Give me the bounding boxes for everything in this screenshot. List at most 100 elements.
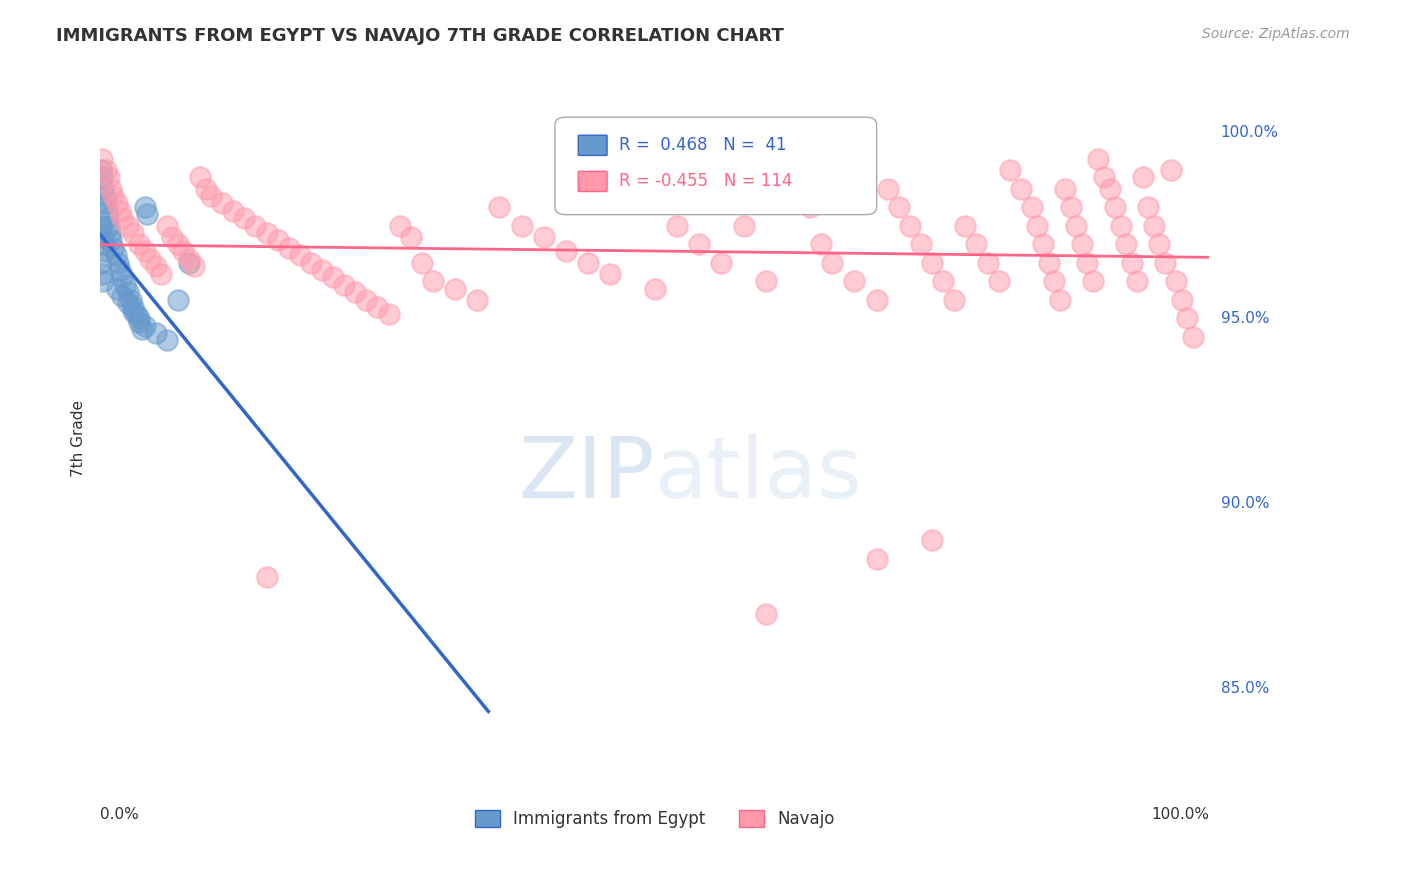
Point	[388, 219, 411, 233]
Point	[117, 285, 139, 300]
Point	[1098, 181, 1121, 195]
Point	[134, 318, 156, 333]
Point	[108, 203, 131, 218]
Point	[533, 229, 555, 244]
FancyBboxPatch shape	[578, 171, 607, 192]
Point	[322, 270, 344, 285]
Point	[422, 274, 444, 288]
Point	[1170, 293, 1192, 307]
Point	[965, 237, 987, 252]
Text: ZIP: ZIP	[519, 434, 655, 516]
Point	[810, 237, 832, 252]
Point	[134, 244, 156, 259]
Point	[444, 281, 467, 295]
Point	[688, 237, 710, 252]
Point	[100, 233, 122, 247]
Point	[865, 293, 887, 307]
Point	[105, 281, 128, 295]
Point	[1026, 219, 1049, 233]
Point	[211, 196, 233, 211]
FancyBboxPatch shape	[555, 117, 876, 215]
Point	[172, 244, 194, 259]
Point	[105, 196, 128, 211]
Point	[93, 274, 115, 288]
Point	[177, 252, 200, 266]
Point	[100, 181, 122, 195]
Point	[98, 219, 121, 233]
Point	[921, 533, 943, 548]
Point	[256, 570, 278, 584]
Point	[1149, 237, 1171, 252]
Point	[145, 326, 167, 340]
Point	[1021, 200, 1043, 214]
Point	[1181, 329, 1204, 343]
Point	[1070, 237, 1092, 252]
Point	[1154, 255, 1177, 269]
Point	[91, 229, 114, 244]
Point	[755, 607, 778, 622]
Text: 100.0%: 100.0%	[1152, 807, 1209, 822]
Point	[955, 219, 977, 233]
Point	[111, 211, 134, 226]
Legend: Immigrants from Egypt, Navajo: Immigrants from Egypt, Navajo	[468, 803, 841, 835]
Point	[277, 241, 299, 255]
Point	[932, 274, 955, 288]
Point	[156, 219, 179, 233]
Point	[1143, 219, 1166, 233]
Point	[90, 255, 112, 269]
Point	[122, 303, 145, 318]
Point	[233, 211, 256, 226]
Point	[1081, 274, 1104, 288]
Point	[887, 200, 910, 214]
Point	[356, 293, 378, 307]
Point	[411, 255, 433, 269]
Point	[665, 219, 688, 233]
Point	[366, 300, 388, 314]
Point	[91, 170, 114, 185]
Text: 0.0%: 0.0%	[100, 807, 139, 822]
Point	[111, 289, 134, 303]
Text: Source: ZipAtlas.com: Source: ZipAtlas.com	[1202, 27, 1350, 41]
Point	[710, 255, 733, 269]
Point	[107, 255, 129, 269]
Point	[91, 267, 114, 281]
Text: IMMIGRANTS FROM EGYPT VS NAVAJO 7TH GRADE CORRELATION CHART: IMMIGRANTS FROM EGYPT VS NAVAJO 7TH GRAD…	[56, 27, 785, 45]
Point	[91, 152, 114, 166]
Point	[128, 237, 150, 252]
Point	[183, 260, 205, 274]
Point	[90, 219, 112, 233]
Point	[117, 219, 139, 233]
Point	[333, 277, 356, 292]
Point	[855, 170, 877, 185]
Point	[93, 181, 115, 195]
Point	[1010, 181, 1032, 195]
Point	[1032, 237, 1054, 252]
Point	[160, 229, 183, 244]
Point	[555, 244, 578, 259]
Point	[135, 207, 157, 221]
Y-axis label: 7th Grade: 7th Grade	[72, 400, 86, 477]
Point	[94, 163, 117, 178]
Text: atlas: atlas	[655, 434, 863, 516]
Point	[1166, 274, 1188, 288]
Point	[200, 189, 222, 203]
Point	[821, 255, 844, 269]
Point	[876, 181, 898, 195]
Point	[776, 181, 799, 195]
Point	[98, 170, 121, 185]
Point	[139, 252, 162, 266]
Point	[921, 255, 943, 269]
Point	[1132, 170, 1154, 185]
Point	[103, 189, 125, 203]
Text: R =  0.468   N =  41: R = 0.468 N = 41	[619, 136, 787, 153]
Point	[1054, 181, 1077, 195]
Point	[1092, 170, 1115, 185]
Point	[1066, 219, 1088, 233]
Point	[465, 293, 488, 307]
Point	[510, 219, 533, 233]
Point	[832, 163, 855, 178]
Point	[998, 163, 1021, 178]
Point	[120, 293, 142, 307]
Point	[1175, 311, 1198, 326]
Point	[377, 308, 399, 322]
